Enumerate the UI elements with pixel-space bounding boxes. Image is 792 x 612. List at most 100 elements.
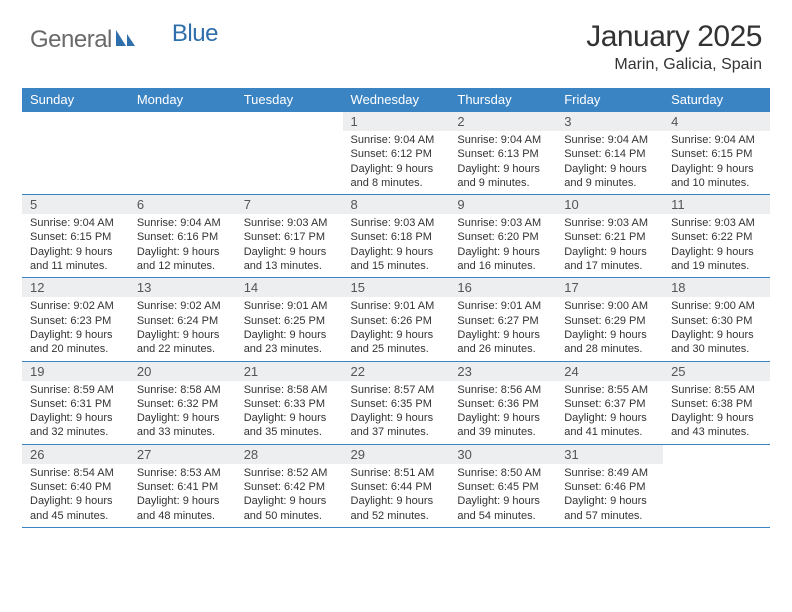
day-number: 16 <box>449 278 556 297</box>
day-details: Sunrise: 8:55 AMSunset: 6:38 PMDaylight:… <box>663 381 770 444</box>
day-details: Sunrise: 9:04 AMSunset: 6:16 PMDaylight:… <box>129 214 236 277</box>
day-number: 21 <box>236 362 343 381</box>
day-detail-line: Sunset: 6:22 PM <box>671 230 762 244</box>
day-detail-line: Daylight: 9 hours <box>564 328 655 342</box>
day-detail-line: Sunrise: 9:04 AM <box>564 133 655 147</box>
day-detail-line: Sunset: 6:25 PM <box>244 314 335 328</box>
weekday-header: Wednesday <box>343 88 450 112</box>
day-details: Sunrise: 8:51 AMSunset: 6:44 PMDaylight:… <box>343 464 450 527</box>
day-detail-line: Sunrise: 9:03 AM <box>671 216 762 230</box>
day-detail-line: Sunset: 6:44 PM <box>351 480 442 494</box>
day-details: Sunrise: 9:02 AMSunset: 6:23 PMDaylight:… <box>22 297 129 360</box>
day-details: Sunrise: 9:03 AMSunset: 6:22 PMDaylight:… <box>663 214 770 277</box>
day-detail-line: Daylight: 9 hours <box>564 162 655 176</box>
day-details <box>236 116 343 122</box>
day-number: 5 <box>22 195 129 214</box>
location: Marin, Galicia, Spain <box>586 56 762 74</box>
calendar-day-cell <box>129 112 236 195</box>
calendar-day-cell: 28Sunrise: 8:52 AMSunset: 6:42 PMDayligh… <box>236 444 343 527</box>
calendar-day-cell: 25Sunrise: 8:55 AMSunset: 6:38 PMDayligh… <box>663 361 770 444</box>
day-details: Sunrise: 9:04 AMSunset: 6:15 PMDaylight:… <box>22 214 129 277</box>
day-number: 30 <box>449 445 556 464</box>
calendar-day-cell: 17Sunrise: 9:00 AMSunset: 6:29 PMDayligh… <box>556 278 663 361</box>
day-detail-line: and 11 minutes. <box>30 259 121 273</box>
weekday-header: Monday <box>129 88 236 112</box>
day-detail-line: Sunrise: 8:58 AM <box>137 383 228 397</box>
day-number: 29 <box>343 445 450 464</box>
calendar-day-cell: 4Sunrise: 9:04 AMSunset: 6:15 PMDaylight… <box>663 112 770 195</box>
day-details: Sunrise: 9:01 AMSunset: 6:27 PMDaylight:… <box>449 297 556 360</box>
day-detail-line: Sunset: 6:18 PM <box>351 230 442 244</box>
day-detail-line: and 15 minutes. <box>351 259 442 273</box>
day-detail-line: and 50 minutes. <box>244 509 335 523</box>
day-detail-line: and 32 minutes. <box>30 425 121 439</box>
day-detail-line: Daylight: 9 hours <box>244 494 335 508</box>
day-detail-line: Sunset: 6:20 PM <box>457 230 548 244</box>
day-detail-line: Daylight: 9 hours <box>457 411 548 425</box>
day-number: 18 <box>663 278 770 297</box>
day-detail-line: and 9 minutes. <box>457 176 548 190</box>
day-detail-line: and 48 minutes. <box>137 509 228 523</box>
day-detail-line: Sunset: 6:42 PM <box>244 480 335 494</box>
day-details: Sunrise: 9:03 AMSunset: 6:17 PMDaylight:… <box>236 214 343 277</box>
day-detail-line: Sunrise: 9:01 AM <box>457 299 548 313</box>
calendar-day-cell <box>22 112 129 195</box>
day-number: 10 <box>556 195 663 214</box>
day-detail-line: Sunset: 6:33 PM <box>244 397 335 411</box>
calendar-day-cell: 22Sunrise: 8:57 AMSunset: 6:35 PMDayligh… <box>343 361 450 444</box>
day-detail-line: Sunrise: 8:49 AM <box>564 466 655 480</box>
day-detail-line: and 17 minutes. <box>564 259 655 273</box>
calendar-day-cell <box>236 112 343 195</box>
day-details: Sunrise: 9:03 AMSunset: 6:18 PMDaylight:… <box>343 214 450 277</box>
calendar-day-cell: 3 Sunrise: 9:04 AMSunset: 6:14 PMDaylight… <box>556 112 663 195</box>
day-number: 6 <box>129 195 236 214</box>
day-detail-line: Daylight: 9 hours <box>564 411 655 425</box>
calendar-week-row: 5Sunrise: 9:04 AMSunset: 6:15 PMDaylight… <box>22 195 770 278</box>
day-detail-line: and 57 minutes. <box>564 509 655 523</box>
day-number: 25 <box>663 362 770 381</box>
day-number: 28 <box>236 445 343 464</box>
day-number: 8 <box>343 195 450 214</box>
day-detail-line: Sunset: 6:24 PM <box>137 314 228 328</box>
calendar-day-cell: 29Sunrise: 8:51 AMSunset: 6:44 PMDayligh… <box>343 444 450 527</box>
day-details: Sunrise: 9:04 AMSunset: 6:13 PMDaylight:… <box>449 131 556 194</box>
calendar-day-cell: 13Sunrise: 9:02 AMSunset: 6:24 PMDayligh… <box>129 278 236 361</box>
day-detail-line: and 54 minutes. <box>457 509 548 523</box>
day-detail-line: Sunset: 6:17 PM <box>244 230 335 244</box>
weekday-header: Sunday <box>22 88 129 112</box>
calendar-day-cell: 19Sunrise: 8:59 AMSunset: 6:31 PMDayligh… <box>22 361 129 444</box>
day-details: Sunrise: 8:57 AMSunset: 6:35 PMDaylight:… <box>343 381 450 444</box>
day-details: Sunrise: 9:00 AMSunset: 6:29 PMDaylight:… <box>556 297 663 360</box>
weekday-header: Friday <box>556 88 663 112</box>
day-detail-line: and 45 minutes. <box>30 509 121 523</box>
day-detail-line: Daylight: 9 hours <box>671 162 762 176</box>
day-detail-line: Daylight: 9 hours <box>351 162 442 176</box>
day-detail-line: Daylight: 9 hours <box>137 494 228 508</box>
day-detail-line: and 43 minutes. <box>671 425 762 439</box>
calendar-day-cell: 12Sunrise: 9:02 AMSunset: 6:23 PMDayligh… <box>22 278 129 361</box>
calendar-day-cell: 18Sunrise: 9:00 AMSunset: 6:30 PMDayligh… <box>663 278 770 361</box>
day-details: Sunrise: 8:49 AMSunset: 6:46 PMDaylight:… <box>556 464 663 527</box>
day-detail-line: and 25 minutes. <box>351 342 442 356</box>
weekday-header: Tuesday <box>236 88 343 112</box>
day-number: 22 <box>343 362 450 381</box>
calendar-day-cell: 8Sunrise: 9:03 AMSunset: 6:18 PMDaylight… <box>343 195 450 278</box>
day-detail-line: Sunset: 6:30 PM <box>671 314 762 328</box>
day-details: Sunrise: 8:58 AMSunset: 6:32 PMDaylight:… <box>129 381 236 444</box>
calendar-day-cell: 7Sunrise: 9:03 AMSunset: 6:17 PMDaylight… <box>236 195 343 278</box>
day-details <box>663 449 770 455</box>
day-detail-line: and 39 minutes. <box>457 425 548 439</box>
day-number: 27 <box>129 445 236 464</box>
day-detail-line: Sunset: 6:21 PM <box>564 230 655 244</box>
calendar-day-cell: 23Sunrise: 8:56 AMSunset: 6:36 PMDayligh… <box>449 361 556 444</box>
day-detail-line: Daylight: 9 hours <box>244 328 335 342</box>
day-number: 3 <box>556 112 663 131</box>
day-detail-line: Sunrise: 9:01 AM <box>244 299 335 313</box>
day-number: 14 <box>236 278 343 297</box>
day-detail-line: Sunrise: 8:51 AM <box>351 466 442 480</box>
day-number: 2 <box>449 112 556 131</box>
day-details: Sunrise: 9:00 AMSunset: 6:30 PMDaylight:… <box>663 297 770 360</box>
day-detail-line: Sunrise: 9:04 AM <box>137 216 228 230</box>
day-detail-line: Sunset: 6:14 PM <box>564 147 655 161</box>
day-detail-line: Sunset: 6:35 PM <box>351 397 442 411</box>
